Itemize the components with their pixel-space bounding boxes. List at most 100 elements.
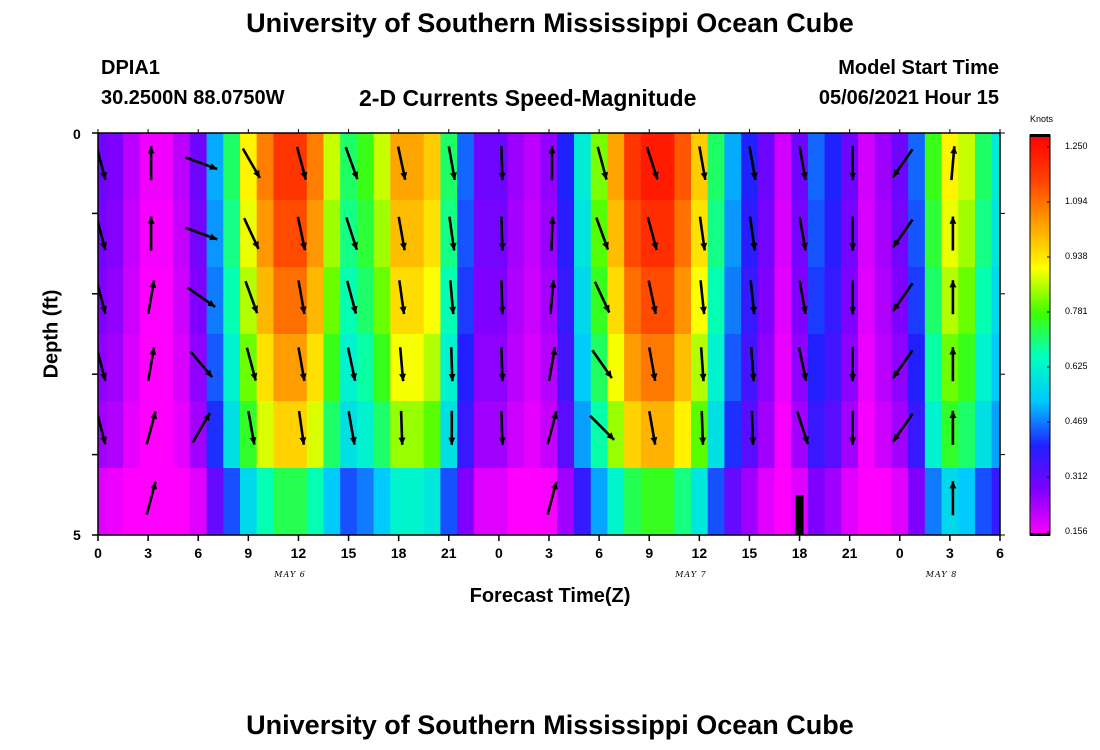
heat-cell [457,334,475,402]
heat-cell [173,267,191,335]
heat-cell [908,267,926,335]
current-arrow [849,146,857,181]
heat-cell [273,401,291,469]
colorbar-tick-label: 1.094 [1065,196,1088,206]
heat-cell [858,200,876,268]
heat-cell [624,200,642,268]
heat-cell [891,200,909,268]
page-title: University of Southern Mississippi Ocean… [246,8,854,38]
heat-cell [824,334,842,402]
current-arrow [647,280,658,315]
current-arrow [191,412,211,444]
heat-cell [156,267,174,335]
heat-cell [256,334,274,402]
heat-cell [123,468,141,535]
heat-cell [858,468,876,535]
heat-cell [741,133,759,201]
heat-cell [523,401,542,469]
heat-cell [306,401,325,469]
heat-cell [991,334,1000,402]
heat-cell [407,267,425,335]
heat-cell [557,200,575,268]
heat-cell [590,200,609,268]
heat-cell [540,200,558,268]
heat-cell [173,401,191,469]
x-tick-label: 6 [996,545,1004,561]
current-arrow [798,146,808,181]
heat-cell [139,468,158,535]
heat-cell [206,401,224,469]
heat-cell [574,401,592,469]
heat-cell [373,468,391,535]
heat-cell [523,267,542,335]
heat-cell [858,334,876,402]
current-arrow [891,349,914,379]
heat-cell [707,267,725,335]
heat-cell [607,468,625,535]
heat-cell [273,200,291,268]
colorbar-tick-label: 0.625 [1065,361,1088,371]
heat-cell [690,133,709,201]
heat-cell [423,334,442,402]
heat-cell [874,133,893,201]
heat-cell [640,334,659,402]
heat-cell [590,401,609,469]
heat-cell [958,334,976,402]
heat-cell [256,401,274,469]
current-arrow [647,347,658,382]
heat-cell [991,401,1000,469]
heat-cell [574,200,592,268]
x-tick-label: 21 [841,545,858,561]
x-tick-label: 0 [494,545,503,561]
heat-cell [974,468,993,535]
current-arrow [498,410,506,445]
current-arrow [849,347,857,382]
current-arrow [891,148,914,178]
colorbar-tick-label: 0.469 [1065,416,1088,426]
heat-cell [206,133,224,201]
heat-cell [423,468,442,535]
heat-cell [373,267,391,335]
current-arrow [297,280,307,315]
heat-cell [340,401,358,469]
heat-cell [457,200,475,268]
current-arrow [146,280,157,315]
current-arrow [699,347,707,382]
heat-cell [440,401,458,469]
heat-cell [490,133,508,201]
heat-cell [106,334,124,402]
heat-cell [657,334,675,402]
current-arrow [186,286,216,309]
heat-cell [757,334,776,402]
heat-cell [323,468,341,535]
heat-cell [557,334,575,402]
current-arrow [796,411,810,445]
model-start-value: 05/06/2021 Hour 15 [818,87,999,109]
heat-cell [607,401,625,469]
heat-cell [156,401,174,469]
heat-cell [908,468,926,535]
heat-cell [824,267,842,335]
heat-cell [523,334,542,402]
heat-cell [724,334,742,402]
current-arrow [297,347,307,382]
heat-cell [824,401,842,469]
heat-cell [941,401,959,469]
heatmap-cells [98,133,1000,535]
heat-cell [423,267,442,335]
heat-cell [574,267,592,335]
colorbar-cap-top [1030,134,1050,137]
heat-cell [290,133,308,201]
heat-cell [156,468,174,535]
heat-cell [657,401,675,469]
current-arrow [448,347,456,382]
heat-cell [690,267,709,335]
heat-cell [640,468,659,535]
heat-cell [473,267,492,335]
heat-cell [707,401,725,469]
heat-cell [507,267,525,335]
heat-cell [306,133,325,201]
heat-cell [807,334,826,402]
current-arrow [145,411,158,445]
current-arrow [147,216,155,251]
